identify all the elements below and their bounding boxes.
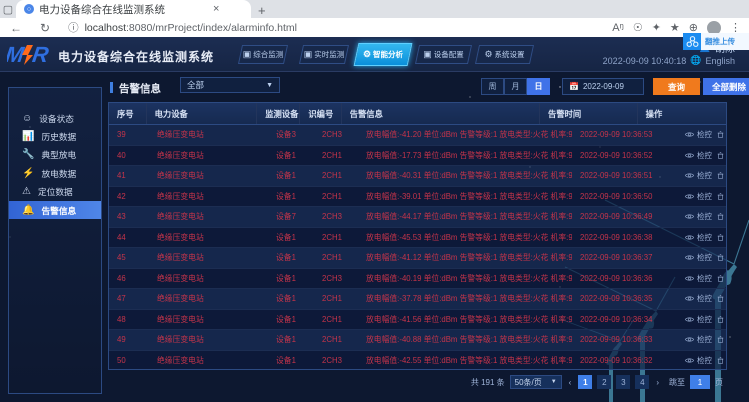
svg-text:R: R <box>31 44 50 66</box>
